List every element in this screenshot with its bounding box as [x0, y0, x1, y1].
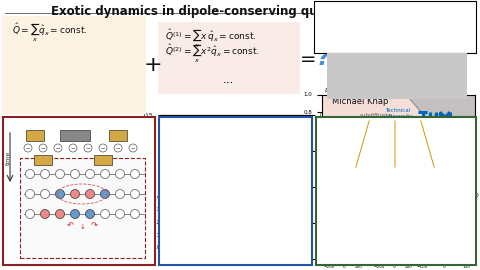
Y-axis label: time $t$: time $t$: [291, 218, 299, 233]
$\ell=20$: [204, 243, 210, 246]
$\sim e^{-t/t_0}$: [170, 198, 176, 201]
Circle shape: [69, 144, 77, 152]
Circle shape: [85, 190, 95, 198]
FancyBboxPatch shape: [158, 22, 300, 94]
Text: $h_c$: $h_c$: [401, 188, 408, 197]
Circle shape: [114, 144, 122, 152]
Text: frozen: frozen: [434, 113, 451, 118]
Text: −: −: [116, 146, 120, 150]
X-axis label: disorder $h$: disorder $h$: [382, 204, 415, 212]
$m=1$: [247, 182, 253, 185]
Text: $\sim|x-x_c|^{\nu}$: $\sim|x-x_c|^{\nu}$: [334, 167, 361, 176]
Text: $\sim t^{-0.240}$: $\sim t^{-0.240}$: [264, 205, 293, 218]
Circle shape: [100, 210, 109, 218]
Legend: $m=1$, $m=2$: $m=1$, $m=2$: [264, 118, 306, 145]
Text: −: −: [131, 146, 135, 150]
Circle shape: [99, 144, 107, 152]
Text: $\hat{Q} = \sum_x \hat{q}_x = \mathrm{const.}$: $\hat{Q} = \sum_x \hat{q}_x = \mathrm{co…: [12, 21, 87, 44]
Line: $m=1$: $m=1$: [164, 167, 310, 196]
$\ell=20$: [190, 236, 196, 239]
$\sim e^{-t/t_0}$: [212, 245, 217, 249]
$\ell=20$: [187, 230, 192, 233]
FancyBboxPatch shape: [2, 16, 146, 114]
Line: $m=2$: $m=2$: [164, 169, 310, 209]
Circle shape: [56, 190, 64, 198]
Bar: [26, 130, 44, 140]
Text: $+$: $+$: [143, 55, 161, 75]
Circle shape: [56, 170, 64, 178]
Bar: [20, 158, 145, 258]
Text: −: −: [26, 146, 30, 150]
Text: −: −: [71, 146, 75, 150]
Circle shape: [131, 210, 140, 218]
$\ell=20$: [170, 194, 176, 197]
Line: $\ell=20$: $\ell=20$: [173, 196, 223, 245]
Text: $\hat{Q}^{(1)} = \sum_x x\,\hat{q}_x = \mathrm{const.}$: $\hat{Q}^{(1)} = \sum_x x\,\hat{q}_x = \…: [165, 27, 256, 50]
$m=1$: [250, 183, 256, 186]
Circle shape: [129, 144, 137, 152]
$m=1$: [161, 165, 167, 168]
Text: b): b): [175, 196, 181, 201]
Circle shape: [84, 144, 92, 152]
Legend: $\ell=20$, $\sim e^{-t/t_0}$: $\ell=20$, $\sim e^{-t/t_0}$: [190, 195, 223, 217]
FancyBboxPatch shape: [327, 53, 467, 99]
$\ell=20$: [212, 243, 217, 246]
Text: $\sqrt{t}$: $\sqrt{t}$: [76, 69, 86, 78]
$\sim e^{-t/t_0}$: [198, 244, 204, 248]
$m=1$: [284, 190, 289, 193]
Circle shape: [71, 210, 80, 218]
Bar: [316, 117, 476, 265]
Bar: [3, 117, 155, 265]
Circle shape: [100, 170, 109, 178]
Circle shape: [24, 144, 32, 152]
Text: −: −: [41, 146, 45, 150]
Text: Pablo Sala
Giuseppe De Tomasi
Frank Pollmann
Michael Knap: Pablo Sala Giuseppe De Tomasi Frank Poll…: [332, 56, 418, 106]
$\ell=20$: [216, 243, 222, 246]
Circle shape: [54, 144, 62, 152]
Circle shape: [56, 210, 64, 218]
$m=2$: [248, 191, 253, 194]
$\ell=20$: [220, 243, 226, 246]
Circle shape: [40, 210, 49, 218]
Text: $\downarrow$: $\downarrow$: [78, 221, 86, 231]
$m=2$: [307, 208, 312, 211]
Circle shape: [25, 210, 35, 218]
Circle shape: [40, 190, 49, 198]
Circle shape: [85, 170, 95, 178]
Circle shape: [71, 190, 80, 198]
Circle shape: [116, 170, 124, 178]
$m=1$: [162, 166, 168, 169]
$m=2$: [284, 201, 289, 204]
Text: $\sim|x-x_c|^{\nu}$: $\sim|x-x_c|^{\nu}$: [411, 138, 438, 147]
Text: subdiffusive: subdiffusive: [360, 113, 393, 118]
$m=2$: [293, 204, 299, 207]
Bar: [60, 130, 90, 140]
Bar: [109, 130, 127, 140]
Text: $\sim t^{-0.170}$: $\sim t^{-0.170}$: [264, 185, 293, 196]
$\sim e^{-t/t_0}$: [187, 225, 192, 228]
Bar: [159, 117, 312, 265]
Circle shape: [100, 190, 109, 198]
Circle shape: [39, 144, 47, 152]
Text: Exotic dynamics in dipole-conserving quantum matter: Exotic dynamics in dipole-conserving qua…: [51, 5, 409, 18]
$\sim e^{-t/t_0}$: [190, 233, 196, 236]
FancyBboxPatch shape: [314, 1, 476, 53]
Text: July, 2021
Johannes Feldmeier
PRL 125, 245303 (2020)
arXiv:2106.05292 (2021): July, 2021 Johannes Feldmeier PRL 125, 2…: [318, 4, 422, 52]
Text: −: −: [86, 146, 90, 150]
Text: $\hat{Q}^{(2)} = \sum_x x^2 \hat{q}_x = \mathrm{const.}$: $\hat{Q}^{(2)} = \sum_x x^2 \hat{q}_x = …: [165, 42, 260, 65]
Text: Technical
University
of Munich: Technical University of Munich: [385, 108, 413, 124]
Circle shape: [25, 190, 35, 198]
$m=2$: [162, 167, 168, 170]
Text: $=$: $=$: [296, 49, 316, 68]
Line: $\sim e^{-t/t_0}$: $\sim e^{-t/t_0}$: [173, 199, 223, 247]
$m=2$: [161, 167, 167, 170]
Y-axis label: $1/\ell$: $1/\ell$: [288, 134, 298, 144]
$\sim e^{-t/t_0}$: [196, 243, 202, 246]
Text: $q(x)$: $q(x)$: [18, 46, 33, 57]
Y-axis label: $\log_{10}(J(0,t){\cdot}t^{0.5+\beta_q})$: $\log_{10}(J(0,t){\cdot}t^{0.5+\beta_q})…: [338, 161, 348, 213]
Text: ...: ...: [222, 73, 234, 86]
Text: b): b): [327, 198, 333, 203]
Y-axis label: $\log_{10}(C^{-1}(0,t))$: $\log_{10}(C^{-1}(0,t))$: [122, 163, 133, 211]
$\sim e^{-t/t_0}$: [204, 245, 210, 249]
Circle shape: [85, 210, 95, 218]
